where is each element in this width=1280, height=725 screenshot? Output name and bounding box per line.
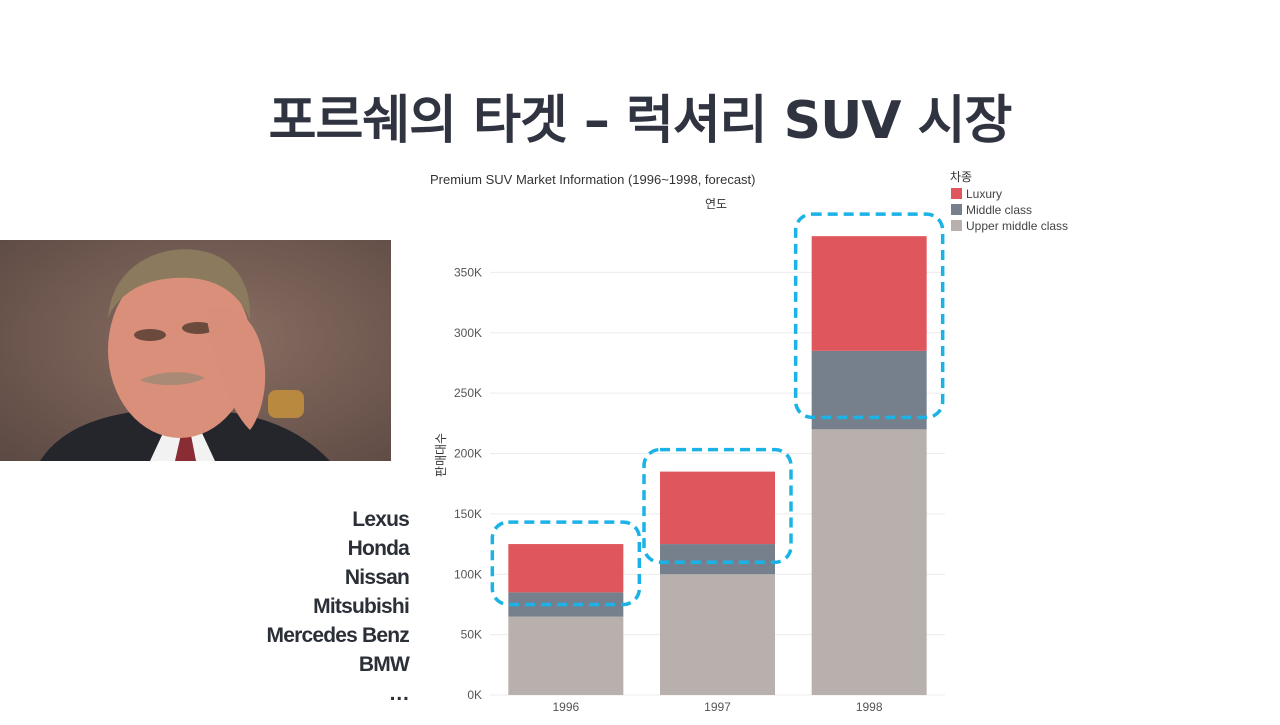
y-axis-label: 판매대수: [434, 433, 448, 477]
x-tick-label: 1998: [856, 700, 883, 714]
y-tick-label: 100K: [454, 567, 482, 581]
y-tick-label: 50K: [461, 628, 482, 642]
legend-label: Upper middle class: [966, 219, 1068, 233]
executive-photo: [0, 240, 391, 461]
bar-segment: [508, 544, 624, 593]
x-tick-label: 1996: [552, 700, 579, 714]
bar-segment: [660, 544, 775, 575]
y-tick-label: 150K: [454, 507, 482, 521]
legend-title: 차종: [950, 170, 972, 184]
bars: [508, 236, 927, 695]
highlight-box: [793, 212, 945, 420]
brand-item: …: [388, 682, 410, 705]
y-tick-label: 250K: [454, 386, 482, 400]
x-tick-label: 1997: [704, 700, 731, 714]
legend-label: Luxury: [966, 187, 1002, 201]
brand-item: Nissan: [344, 566, 410, 589]
brand-item: Mitsubishi: [313, 595, 410, 618]
bar-segment: [811, 429, 927, 695]
legend: 차종 Luxury Middle class Upper middle class: [950, 170, 1068, 233]
brand-item: BMW: [358, 653, 410, 676]
highlight-box: [490, 520, 642, 607]
competitor-brand-list: Lexus Honda Nissan Mitsubishi Mercedes B…: [267, 505, 410, 708]
bar-segment: [660, 471, 775, 545]
premium-suv-chart: Premium SUV Market Information (1996~199…: [420, 160, 1100, 725]
y-tick-label: 200K: [454, 447, 482, 461]
x-axis-label: 연도: [705, 197, 727, 211]
highlights: [490, 212, 945, 607]
bar-segment: [811, 236, 927, 351]
highlight-box: [642, 447, 793, 564]
y-tick-label: 350K: [454, 265, 482, 279]
y-tick-label: 0K: [467, 688, 482, 702]
chart-title: Premium SUV Market Information (1996~199…: [430, 172, 756, 187]
legend-swatch: [951, 204, 962, 215]
legend-swatch: [951, 220, 962, 231]
y-tick-label: 300K: [454, 326, 482, 340]
bar-segment: [508, 616, 624, 695]
brand-item: Mercedes Benz: [266, 624, 410, 647]
brand-item: Lexus: [352, 508, 410, 531]
slide-title: 포르쉐의 타겟 – 럭셔리 SUV 시장: [268, 91, 1013, 151]
bar-segment: [660, 574, 775, 695]
legend-label: Middle class: [966, 203, 1032, 217]
legend-swatch: [951, 188, 962, 199]
brand-item: Honda: [347, 537, 410, 560]
axis-ticks: 0K 50K 100K 150K 200K 250K 300K 350K 1996 1997 199…: [454, 265, 883, 714]
